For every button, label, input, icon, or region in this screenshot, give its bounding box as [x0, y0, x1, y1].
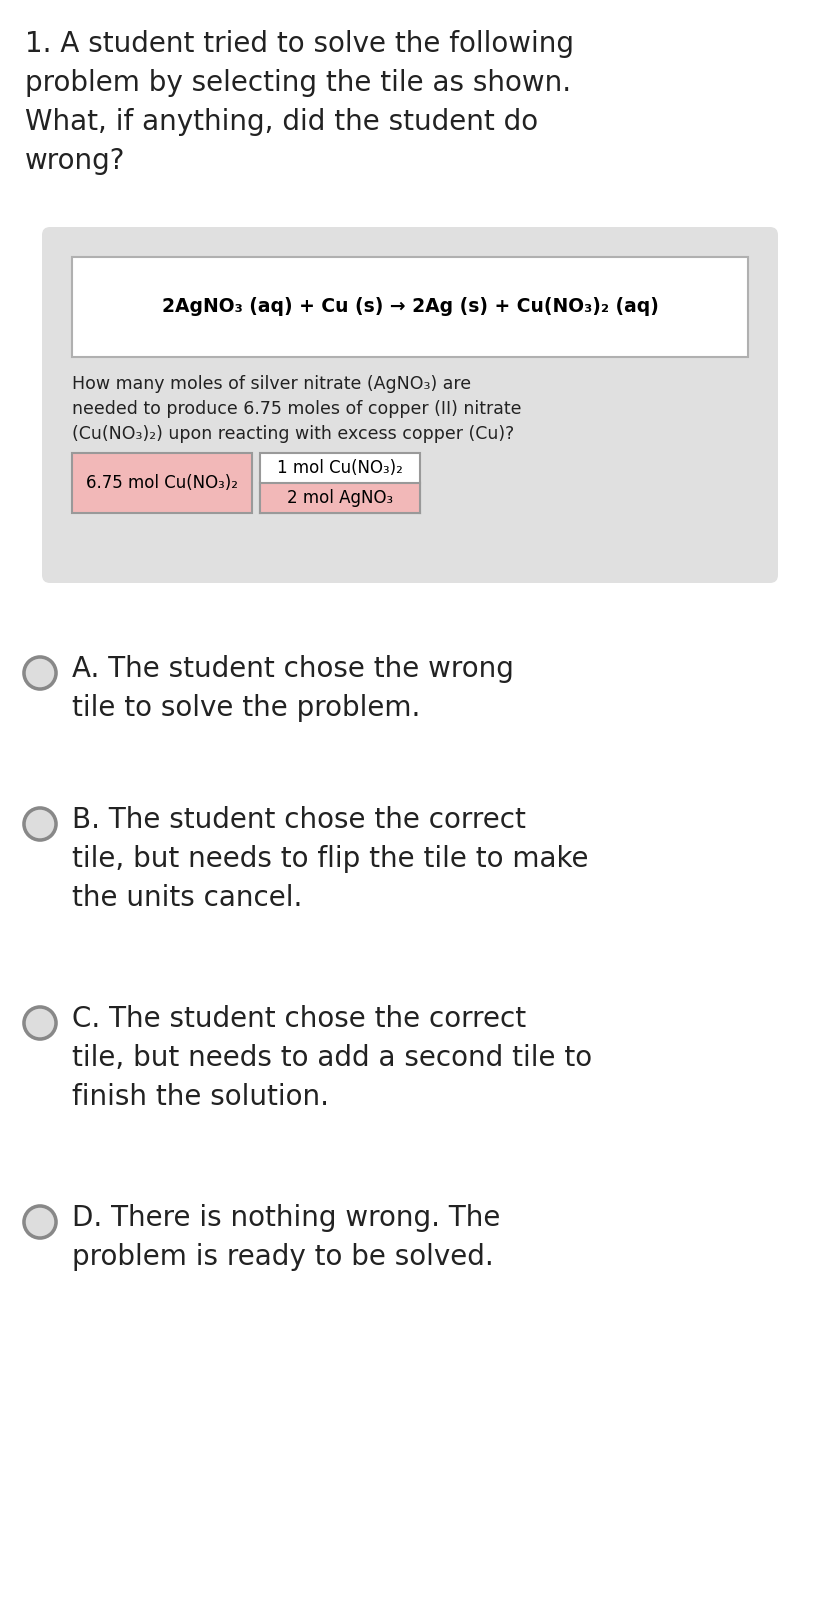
Text: A. The student chose the wrong
tile to solve the problem.: A. The student chose the wrong tile to s…: [72, 655, 513, 723]
Text: 1 mol Cu(NO₃)₂: 1 mol Cu(NO₃)₂: [277, 460, 402, 477]
Text: 2AgNO₃ (aq) + Cu (s) → 2Ag (s) + Cu(NO₃)₂ (aq): 2AgNO₃ (aq) + Cu (s) → 2Ag (s) + Cu(NO₃)…: [161, 297, 657, 316]
Circle shape: [24, 1207, 56, 1239]
FancyBboxPatch shape: [42, 227, 777, 582]
Text: 1. A student tried to solve the following
problem by selecting the tile as shown: 1. A student tried to solve the followin…: [25, 31, 573, 174]
FancyBboxPatch shape: [72, 256, 747, 356]
Text: 6.75 mol Cu(NO₃)₂: 6.75 mol Cu(NO₃)₂: [86, 474, 238, 492]
FancyBboxPatch shape: [260, 453, 420, 513]
Text: How many moles of silver nitrate (AgNO₃) are
needed to produce 6.75 moles of cop: How many moles of silver nitrate (AgNO₃)…: [72, 374, 521, 444]
Text: 2 mol AgNO₃: 2 mol AgNO₃: [286, 489, 392, 506]
Text: B. The student chose the correct
tile, but needs to flip the tile to make
the un: B. The student chose the correct tile, b…: [72, 806, 588, 911]
Text: C. The student chose the correct
tile, but needs to add a second tile to
finish : C. The student chose the correct tile, b…: [72, 1005, 591, 1111]
Circle shape: [24, 1007, 56, 1039]
Circle shape: [24, 808, 56, 840]
FancyBboxPatch shape: [72, 453, 252, 513]
FancyBboxPatch shape: [260, 482, 420, 513]
Circle shape: [24, 656, 56, 689]
Text: D. There is nothing wrong. The
problem is ready to be solved.: D. There is nothing wrong. The problem i…: [72, 1203, 500, 1271]
